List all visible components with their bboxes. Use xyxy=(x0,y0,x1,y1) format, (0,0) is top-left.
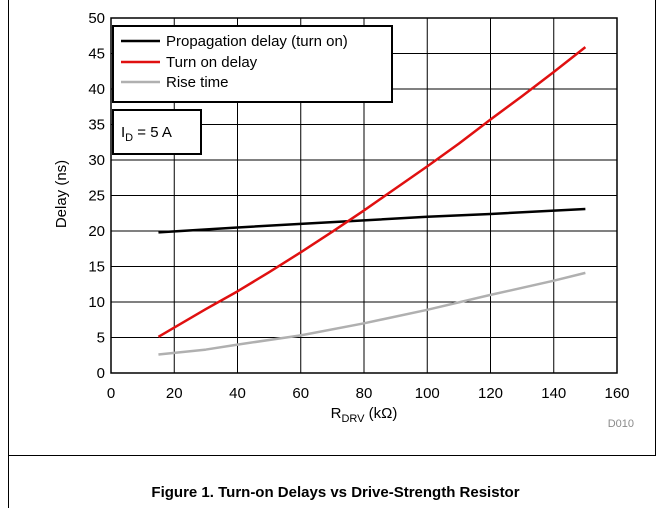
frame-bottom-rule xyxy=(8,455,656,456)
y-tick-label: 20 xyxy=(88,223,105,240)
y-axis-title: Delay (ns) xyxy=(53,160,70,228)
x-tick-label: 80 xyxy=(356,385,373,402)
legend: Propagation delay (turn on) Turn on dela… xyxy=(112,25,393,103)
annotation-box xyxy=(112,109,202,155)
x-tick-label: 120 xyxy=(478,385,503,402)
annotation-sub: D xyxy=(125,132,133,144)
legend-label-0: Propagation delay (turn on) xyxy=(166,33,348,50)
x-axis-title-unit: (kΩ) xyxy=(365,405,398,422)
y-tick-label: 30 xyxy=(88,152,105,169)
series-line-1 xyxy=(157,46,587,338)
y-tick-label: 0 xyxy=(97,365,105,382)
series-line-0 xyxy=(158,207,586,234)
current-annotation: ID = 5 A xyxy=(112,109,202,155)
x-tick-label: 40 xyxy=(229,385,246,402)
legend-box xyxy=(112,25,393,103)
x-axis-title-main: R xyxy=(331,405,342,422)
y-tick-label: 50 xyxy=(88,10,105,27)
x-tick-label: 160 xyxy=(604,385,629,402)
series-line-2 xyxy=(158,271,586,356)
x-tick-label: 100 xyxy=(415,385,440,402)
y-tick-label: 10 xyxy=(88,294,105,311)
frame-right-rule xyxy=(655,0,656,455)
x-tick-labels: 0 20 40 60 80 100 120 140 160 xyxy=(107,385,630,402)
legend-label-2: Rise time xyxy=(166,74,229,91)
y-tick-labels: 0 5 10 15 20 25 30 35 40 45 50 xyxy=(88,10,105,382)
y-tick-label: 25 xyxy=(88,188,105,205)
y-tick-label: 40 xyxy=(88,81,105,98)
x-tick-label: 0 xyxy=(107,385,115,402)
figure-code: D010 xyxy=(608,418,634,430)
series-layer xyxy=(157,46,587,356)
annotation-text: ID = 5 A xyxy=(121,124,172,144)
delay-chart: 0 20 40 60 80 100 120 140 160 0 5 10 15 20 25 30 35 40 45… xyxy=(53,10,634,430)
x-axis-title-sub: DRV xyxy=(341,413,365,425)
legend-label-1: Turn on delay xyxy=(166,54,258,71)
y-tick-label: 35 xyxy=(88,117,105,134)
frame-left-rule xyxy=(8,0,9,508)
x-tick-label: 140 xyxy=(541,385,566,402)
figure-caption: Figure 1. Turn-on Delays vs Drive-Streng… xyxy=(151,484,520,501)
y-tick-label: 45 xyxy=(88,46,105,63)
x-tick-label: 20 xyxy=(166,385,183,402)
y-tick-label: 5 xyxy=(97,330,105,347)
y-tick-label: 15 xyxy=(88,259,105,276)
annotation-main: I xyxy=(121,124,125,141)
plot-border xyxy=(110,17,618,374)
x-tick-label: 60 xyxy=(292,385,309,402)
annotation-rest: = 5 A xyxy=(133,124,172,141)
x-axis-title: RDRV (kΩ) xyxy=(331,405,398,425)
